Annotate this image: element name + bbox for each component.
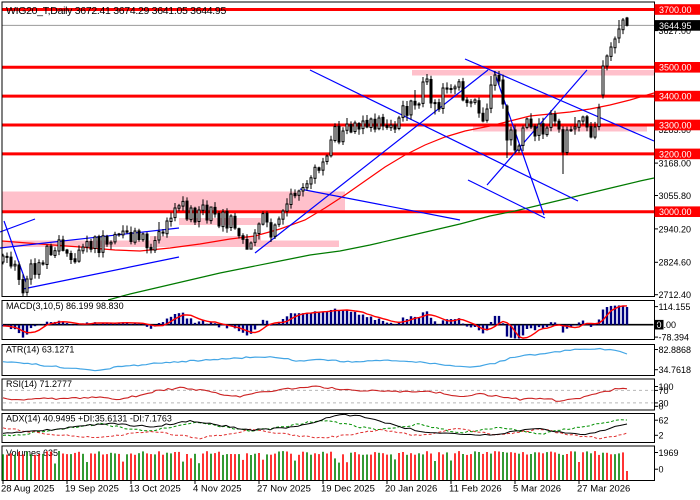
svg-text:100: 100 [659, 382, 674, 392]
svg-text:1969: 1969 [659, 448, 679, 458]
svg-text:0: 0 [659, 465, 664, 475]
svg-text:3200.00: 3200.00 [659, 149, 692, 159]
svg-text:4 Nov 2025: 4 Nov 2025 [193, 484, 242, 495]
svg-text:WIG20_T,Daily 3672.41 3674.29: WIG20_T,Daily 3672.41 3674.29 3641.05 36… [6, 5, 226, 17]
svg-text:-78.394: -78.394 [659, 333, 690, 343]
svg-text:70: 70 [659, 386, 669, 396]
svg-text:3168.00: 3168.00 [659, 159, 692, 169]
svg-text:Volumes 635: Volumes 635 [6, 448, 58, 458]
svg-text:62: 62 [659, 416, 669, 426]
svg-text:3300.00: 3300.00 [659, 120, 692, 130]
svg-text:19 Dec 2025: 19 Dec 2025 [321, 484, 375, 495]
svg-text:3400.00: 3400.00 [659, 92, 692, 102]
svg-text:ADX(14) 40.9495 +DI:35.6131 -D: ADX(14) 40.9495 +DI:35.6131 -DI:7.1763 [6, 414, 172, 424]
svg-text:3055.80: 3055.80 [659, 191, 692, 201]
svg-text:ATR(14) 63.1271: ATR(14) 63.1271 [6, 345, 74, 355]
svg-text:114.155: 114.155 [659, 302, 691, 312]
svg-text:30: 30 [659, 398, 669, 408]
svg-text:0: 0 [657, 320, 662, 330]
svg-text:3627.00: 3627.00 [659, 26, 692, 36]
svg-text:34.7618: 34.7618 [659, 365, 692, 375]
svg-text:27 Mar 2026: 27 Mar 2026 [577, 484, 630, 495]
svg-text:2712.40: 2712.40 [659, 290, 692, 300]
svg-text:11 Feb 2026: 11 Feb 2026 [449, 484, 502, 495]
svg-text:3500.00: 3500.00 [659, 63, 692, 73]
svg-text:20 Jan 2026: 20 Jan 2026 [385, 484, 437, 495]
svg-text:82.8868: 82.8868 [659, 345, 692, 355]
svg-text:5 Mar 2026: 5 Mar 2026 [513, 484, 561, 495]
svg-text:2: 2 [659, 431, 664, 441]
svg-text:2824.60: 2824.60 [659, 258, 692, 268]
svg-text:3644.95: 3644.95 [659, 21, 692, 31]
svg-text:3700.00: 3700.00 [659, 5, 692, 15]
svg-text:28 Aug 2025: 28 Aug 2025 [1, 484, 54, 495]
svg-text:27 Nov 2025: 27 Nov 2025 [257, 484, 311, 495]
svg-text:.00: .00 [664, 320, 677, 330]
svg-text:19 Sep 2025: 19 Sep 2025 [65, 484, 119, 495]
svg-text:13 Oct 2025: 13 Oct 2025 [129, 484, 181, 495]
svg-text:RSI(14) 71.2777: RSI(14) 71.2777 [6, 379, 72, 389]
svg-text:MACD(3,10,5) 86.199 98.830: MACD(3,10,5) 86.199 98.830 [6, 301, 124, 311]
svg-text:0: 0 [659, 402, 664, 412]
svg-text:3000.00: 3000.00 [659, 207, 692, 217]
svg-text:2940.20: 2940.20 [659, 224, 692, 234]
